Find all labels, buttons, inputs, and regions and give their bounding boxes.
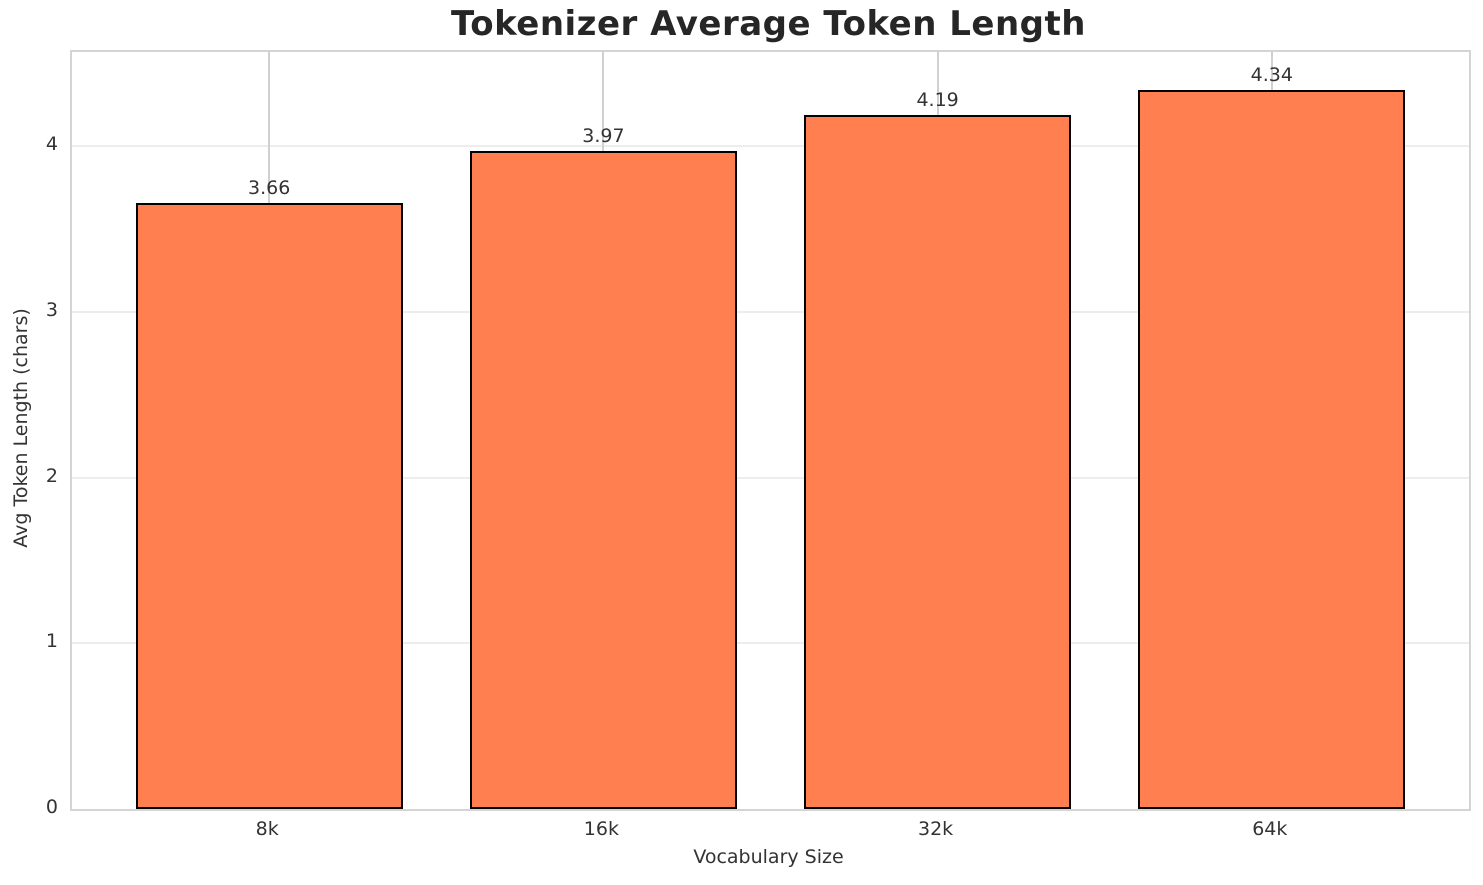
chart-title: Tokenizer Average Token Length	[451, 4, 1086, 44]
bar-value-label: 4.19	[916, 88, 959, 111]
y-gridline	[72, 476, 1469, 479]
x-tick-label: 32k	[918, 818, 954, 840]
x-axis-label: Vocabulary Size	[693, 846, 844, 868]
y-tick-label: 2	[45, 464, 58, 487]
y-tick-label: 3	[45, 299, 58, 322]
plot-area: 3.66 3.97 4.19 4.34	[70, 50, 1471, 811]
bar-value-label: 3.66	[248, 176, 291, 199]
bar-8k	[135, 202, 403, 809]
y-axis-label: Avg Token Length (chars)	[10, 308, 32, 548]
x-tick-label: 8k	[255, 818, 279, 840]
y-tick-label: 4	[45, 133, 58, 156]
x-tick-label: 64k	[1252, 818, 1288, 840]
x-tick-label: 16k	[583, 818, 619, 840]
bar-32k	[803, 114, 1072, 809]
bar-value-label: 3.97	[582, 125, 625, 148]
y-tick-label: 0	[45, 796, 58, 818]
y-gridline	[72, 145, 1469, 148]
bar-64k	[1138, 90, 1406, 809]
y-gridline	[72, 642, 1469, 645]
bar-value-label: 4.34	[1250, 64, 1293, 87]
bar-16k	[469, 151, 738, 809]
y-gridline	[72, 311, 1469, 314]
y-tick-label: 1	[45, 630, 58, 653]
